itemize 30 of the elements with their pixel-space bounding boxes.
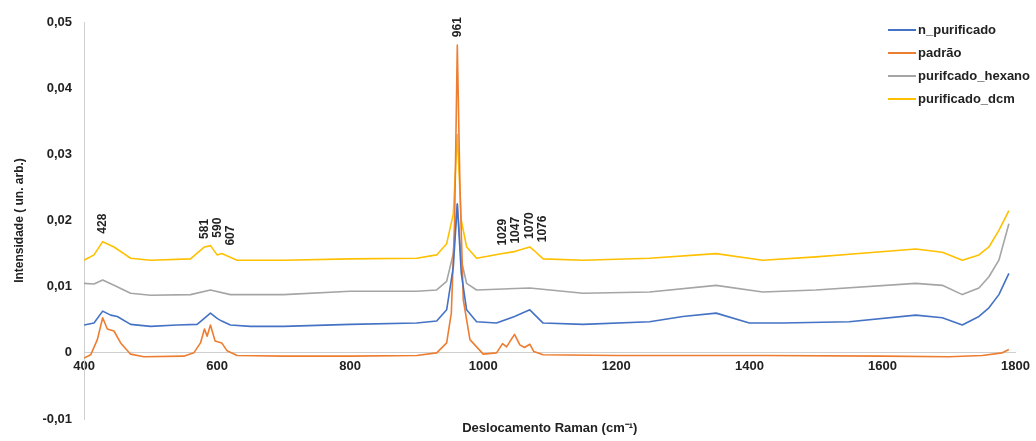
y-tick-label: 0,02 [46, 212, 73, 228]
legend-label: padrão [918, 45, 962, 60]
y-tick-label: 0,05 [46, 13, 73, 29]
x-tick-label: 1600 [868, 358, 897, 374]
annotation: 1029 [494, 218, 509, 246]
y-tick-label: 0,01 [46, 278, 73, 294]
x-tick-label: 600 [206, 358, 228, 374]
annotation: 961 [449, 16, 464, 38]
y-tick-label: -0,01 [42, 410, 73, 426]
x-axis-title: Deslocamento Raman (cm⁻¹) [462, 420, 638, 436]
x-tick-label: 400 [73, 358, 95, 374]
annotation: 1047 [507, 216, 522, 244]
annotation: 607 [222, 225, 237, 246]
y-axis-title: Intensidade ( un. arb.) [11, 158, 26, 283]
annotation: 581 [196, 218, 211, 239]
annotation: 1070 [522, 211, 537, 239]
legend-label: purificado_dcm [918, 91, 1015, 106]
x-tick-label: 1400 [734, 358, 764, 374]
annotation: 1076 [535, 215, 550, 243]
x-tick-label: 1000 [468, 358, 498, 374]
y-tick-label: 0,04 [46, 79, 73, 95]
annotation: 428 [94, 213, 109, 234]
y-tick-label: 0 [64, 344, 73, 360]
y-tick-label: 0,03 [46, 145, 73, 161]
x-tick-label: 1800 [1001, 358, 1030, 374]
x-tick-label: 800 [339, 358, 362, 374]
annotation: 590 [209, 217, 224, 238]
x-tick-label: 1200 [601, 358, 631, 374]
legend-label: purifcado_hexano [918, 68, 1030, 83]
legend-label: n_purificado [918, 22, 997, 37]
